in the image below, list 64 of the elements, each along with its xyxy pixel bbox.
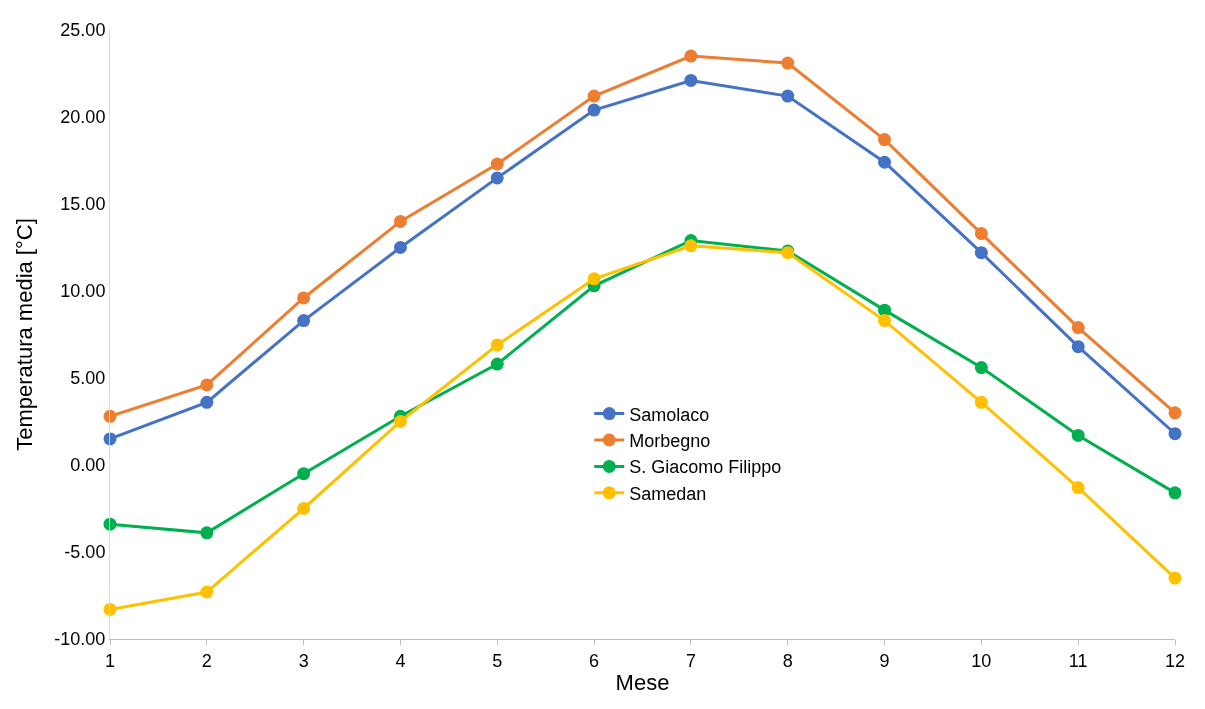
point — [684, 73, 698, 87]
y-tick-label: 15.00 — [60, 194, 106, 215]
point — [490, 171, 504, 185]
point — [587, 272, 601, 286]
x-tick-label: 11 — [1068, 650, 1088, 671]
point — [684, 239, 698, 253]
point — [393, 214, 407, 228]
point — [878, 155, 892, 169]
point — [878, 314, 892, 328]
x-tick-label: 7 — [685, 650, 696, 671]
point — [200, 526, 214, 540]
point — [974, 246, 988, 260]
y-tick-label: 5.00 — [70, 368, 106, 389]
point — [200, 378, 214, 392]
point — [781, 56, 795, 70]
x-tick-label: 8 — [782, 650, 793, 671]
point — [1071, 481, 1085, 495]
point — [1168, 406, 1182, 420]
y-tick-label: -10.00 — [54, 629, 106, 650]
point — [297, 467, 311, 481]
point — [490, 357, 504, 371]
x-tick-label: 10 — [971, 650, 992, 671]
y-axis-title: Temperatura media [°C] — [12, 218, 38, 451]
point — [200, 585, 214, 599]
x-axis-title: Mese — [615, 670, 670, 696]
y-tick-label: 20.00 — [60, 107, 106, 128]
point — [974, 395, 988, 409]
point — [490, 157, 504, 171]
point — [393, 415, 407, 428]
point — [684, 49, 698, 63]
y-tick-label: -5.00 — [64, 542, 106, 563]
x-tick-label: 12 — [1164, 650, 1186, 671]
y-tick-label: 25.00 — [60, 20, 106, 41]
legend-label: Morbegno — [629, 431, 711, 452]
point — [781, 89, 795, 103]
point — [1168, 486, 1182, 500]
point — [297, 314, 311, 328]
point — [1168, 427, 1182, 441]
point — [1071, 321, 1085, 335]
point — [297, 502, 311, 515]
point — [490, 338, 504, 352]
x-tick-label: 3 — [298, 650, 309, 671]
point — [1168, 571, 1182, 585]
legend-label: S. Giacomo Filippo — [629, 457, 782, 478]
legend-label: Samedan — [629, 483, 707, 504]
x-tick-label: 2 — [201, 650, 212, 671]
legend-label: Samolaco — [629, 404, 710, 425]
point — [1071, 428, 1085, 442]
y-tick-label: 0.00 — [70, 455, 106, 476]
y-tick-label: 10.00 — [60, 281, 106, 302]
point — [587, 89, 601, 103]
point — [1071, 340, 1085, 354]
x-tick-label: 5 — [492, 650, 503, 671]
point — [587, 103, 601, 117]
x-tick-label: 9 — [879, 650, 890, 671]
point — [393, 241, 407, 254]
point — [974, 361, 988, 375]
point — [297, 291, 311, 305]
point — [878, 133, 892, 147]
point — [974, 227, 988, 241]
point — [200, 395, 214, 409]
x-tick-label: 6 — [589, 650, 600, 671]
x-tick-label: 1 — [104, 650, 116, 671]
x-tick-label: 4 — [395, 650, 406, 671]
